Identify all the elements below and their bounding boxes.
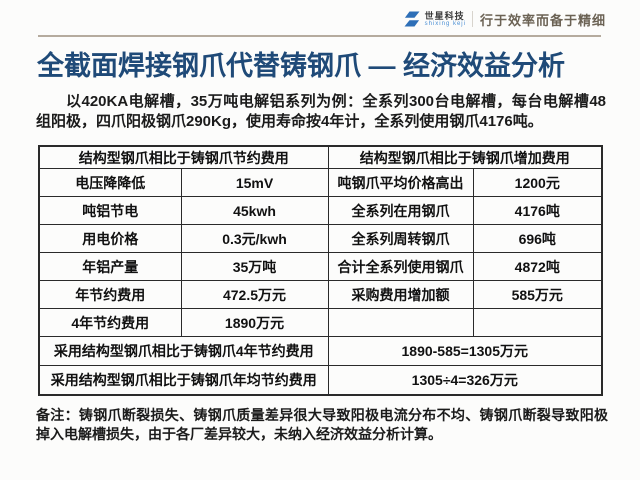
company-tagline: 行于效率而备于精细	[479, 12, 606, 28]
cell-left-value: 472.5万元	[180, 280, 329, 309]
cell-right-value: 4872吨	[472, 252, 603, 281]
cell-right-value	[472, 308, 603, 337]
table-row: 年节约费用 472.5万元 采购费用增加额 585万元	[38, 280, 603, 309]
table-row: 年铝产量 35万吨 合计全系列使用钢爪 4872吨	[38, 252, 603, 281]
slide-title: 全截面焊接钢爪代替铸钢爪 — 经济效益分析	[37, 51, 566, 81]
summary-label: 采用结构型钢爪相比于铸钢爪年均节约费用	[38, 365, 329, 396]
cell-left-label: 用电价格	[38, 224, 182, 253]
company-logo-icon	[404, 11, 420, 27]
table-row: 电压降降低 15mV 吨钢爪平均价格高出 1200元	[38, 168, 603, 197]
intro-paragraph: 以420KA电解槽，35万吨电解铝系列为例：全系列300台电解槽，每台电解槽48…	[36, 93, 606, 130]
cell-right-label: 采购费用增加额	[327, 280, 474, 309]
header-added-cost: 结构型钢爪相比于铸钢爪增加费用	[327, 145, 603, 169]
brand-header: 世星科技 shixing keji 行于效率而备于精细	[402, 9, 606, 29]
cell-left-value: 45kwh	[180, 196, 329, 225]
cell-left-label: 4年节约费用	[38, 308, 182, 337]
cell-right-label: 合计全系列使用钢爪	[327, 252, 474, 281]
table-summary-row: 采用结构型钢爪相比于铸钢爪年均节约费用 1305÷4=326万元	[38, 365, 603, 396]
summary-value: 1890-585=1305万元	[327, 336, 603, 366]
header-savings: 结构型钢爪相比于铸钢爪节约费用	[38, 145, 329, 169]
cell-left-label: 年节约费用	[38, 280, 182, 309]
economic-benefit-table: 结构型钢爪相比于铸钢爪节约费用 结构型钢爪相比于铸钢爪增加费用 电压降降低 15…	[38, 145, 603, 396]
cell-left-value: 1890万元	[180, 308, 329, 337]
footnote: 备注：铸钢爪断裂损失、铸钢爪质量差异很大导致阳极电流分布不均、铸钢爪断裂导致阳极…	[36, 407, 608, 442]
cell-right-value: 4176吨	[472, 196, 603, 225]
cell-right-label: 全系列周转钢爪	[327, 224, 474, 253]
summary-value: 1305÷4=326万元	[327, 365, 603, 396]
cell-left-label: 吨铝节电	[38, 196, 182, 225]
table-header-row: 结构型钢爪相比于铸钢爪节约费用 结构型钢爪相比于铸钢爪增加费用	[38, 145, 603, 169]
cell-left-label: 电压降降低	[38, 168, 182, 197]
cell-right-value: 696吨	[472, 224, 603, 253]
summary-label: 采用结构型钢爪相比于铸钢爪4年节约费用	[38, 336, 329, 366]
table-row: 4年节约费用 1890万元	[38, 308, 603, 337]
company-logo-text: 世星科技 shixing keji	[425, 11, 466, 28]
cell-right-label: 全系列在用钢爪	[327, 196, 474, 225]
table-row: 用电价格 0.3元/kwh 全系列周转钢爪 696吨	[38, 224, 603, 253]
cell-right-value: 585万元	[472, 280, 603, 309]
company-name: 世星科技	[424, 10, 465, 21]
header-divider-line	[38, 35, 601, 37]
cell-right-label: 吨钢爪平均价格高出	[327, 168, 474, 197]
company-name-pinyin: shixing keji	[424, 20, 466, 27]
cell-left-value: 0.3元/kwh	[180, 224, 329, 253]
table-row: 吨铝节电 45kwh 全系列在用钢爪 4176吨	[38, 196, 603, 225]
cell-left-label: 年铝产量	[38, 252, 182, 281]
table-summary-row: 采用结构型钢爪相比于铸钢爪4年节约费用 1890-585=1305万元	[38, 336, 603, 366]
cell-left-value: 35万吨	[180, 252, 329, 281]
cell-right-label	[327, 308, 474, 337]
cell-left-value: 15mV	[180, 168, 329, 197]
brand-divider	[471, 11, 473, 27]
cell-right-value: 1200元	[472, 168, 603, 197]
